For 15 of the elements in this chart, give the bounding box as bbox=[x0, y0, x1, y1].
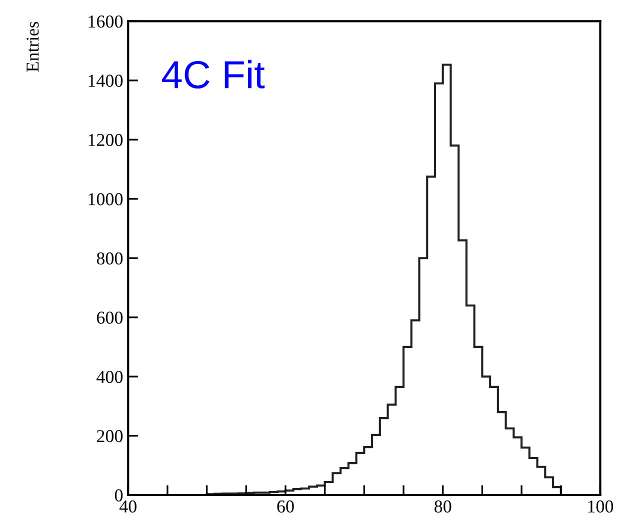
y-tick-label: 1600 bbox=[88, 15, 123, 28]
y-tick-label: 1200 bbox=[88, 134, 123, 146]
x-tick-label: 40 bbox=[119, 500, 136, 513]
y-tick-label: 800 bbox=[96, 252, 123, 265]
x-tick-label: 100 bbox=[588, 500, 614, 513]
x-tick-label: 60 bbox=[277, 500, 294, 513]
y-tick-label: 400 bbox=[96, 370, 123, 384]
y-tick-label: 200 bbox=[96, 430, 123, 442]
y-tick-label: 0 bbox=[114, 489, 123, 502]
x-tick-label: 80 bbox=[434, 500, 452, 513]
y-tick-label: 600 bbox=[96, 312, 123, 324]
y-axis-title: Entries bbox=[26, 22, 39, 72]
y-tick-label: 1000 bbox=[88, 193, 123, 206]
y-tick-label: 1400 bbox=[88, 74, 123, 87]
annotation: 4C Fit bbox=[162, 60, 265, 88]
